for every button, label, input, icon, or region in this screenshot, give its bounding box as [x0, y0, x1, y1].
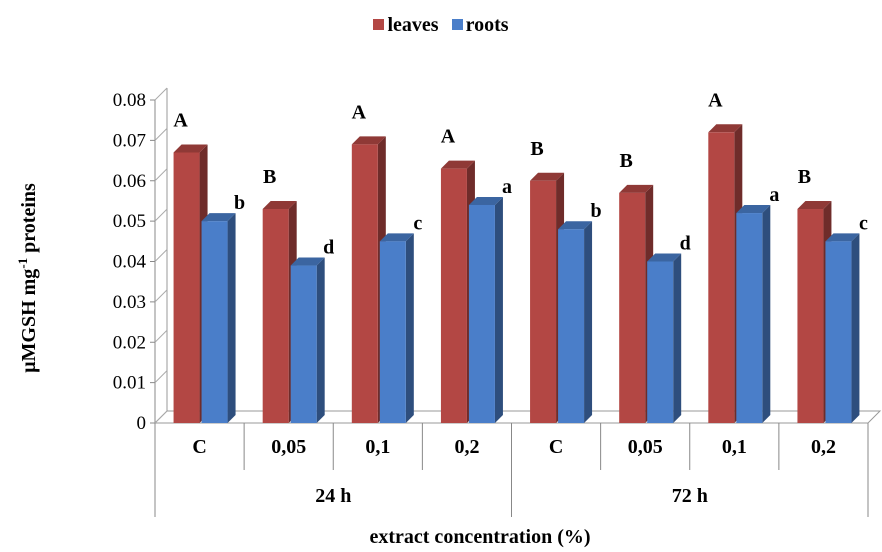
y-tick-label: 0: [137, 413, 147, 434]
significance-letter-leaves: A: [441, 126, 456, 148]
legend-item-leaves: leaves: [373, 14, 439, 37]
y-tick-label: 0.03: [113, 292, 146, 313]
x-tick-label: C: [549, 436, 563, 458]
y-tick-label: 0.04: [113, 252, 147, 273]
significance-letter-leaves: A: [173, 109, 188, 131]
bar-roots: [468, 204, 495, 423]
y-tick-label: 0.02: [113, 332, 146, 353]
bar-leaves: [440, 168, 467, 423]
bar-side-roots: [762, 205, 771, 423]
significance-letter-roots: b: [234, 192, 245, 214]
bar-roots: [201, 221, 228, 423]
significance-letter-roots: d: [680, 233, 691, 255]
significance-letter-roots: b: [591, 200, 602, 222]
bar-side-roots: [584, 221, 593, 423]
bar-top-roots: [736, 205, 771, 214]
bar-top-leaves: [351, 136, 386, 145]
y-tick-depth: [154, 249, 168, 262]
legend-swatch-roots: [451, 19, 463, 30]
y-tick-depth: [154, 289, 168, 303]
bar-side-roots: [405, 233, 414, 423]
bar-roots: [290, 265, 317, 423]
legend-swatch-leaves: [373, 19, 385, 30]
y-tick-depth: [154, 128, 168, 141]
legend-item-roots: roots: [451, 14, 509, 37]
x-group-label: 24 h: [315, 485, 351, 507]
bar-top-leaves: [708, 124, 743, 133]
y-tick-depth: [154, 410, 168, 424]
y-tick-depth: [154, 87, 168, 101]
bar-roots: [825, 241, 852, 423]
bar-roots: [736, 213, 763, 423]
bar-roots: [647, 261, 674, 423]
bar-top-leaves: [530, 172, 565, 181]
legend: leaves roots: [0, 14, 882, 37]
x-tick-label: 0,05: [628, 436, 663, 458]
bar-leaves: [351, 144, 378, 423]
bar-leaves: [530, 180, 557, 423]
bar-side-roots: [673, 253, 682, 423]
bar-top-leaves: [173, 144, 208, 153]
y-tick-label: 0.05: [113, 211, 146, 232]
x-tick-label: 0,2: [454, 436, 479, 458]
x-tick-label: 0,05: [271, 436, 306, 458]
y-tick-label: 0.07: [113, 130, 146, 151]
significance-letter-roots: d: [323, 237, 334, 259]
significance-letter-roots: c: [413, 212, 422, 234]
significance-letter-roots: a: [502, 176, 512, 198]
y-tick-depth: [154, 208, 168, 222]
bar-side-roots: [494, 196, 503, 423]
y-tick-depth: [154, 370, 168, 383]
x-tick-label: 0,1: [365, 436, 390, 458]
bar-leaves: [619, 192, 646, 423]
bar-top-roots: [379, 233, 414, 242]
bar-top-roots: [290, 257, 325, 266]
bar-roots: [379, 241, 406, 423]
significance-letter-leaves: B: [530, 138, 543, 160]
bar-side-roots: [316, 257, 325, 423]
significance-letter-roots: a: [769, 184, 779, 206]
bar-top-roots: [558, 221, 593, 230]
bar-top-leaves: [797, 201, 832, 210]
x-group-label: 72 h: [672, 485, 708, 507]
significance-letter-leaves: B: [798, 166, 811, 188]
bar-top-roots: [201, 213, 236, 222]
bar-leaves: [173, 152, 200, 424]
bar-top-roots: [468, 196, 503, 205]
bar-side-roots: [851, 233, 860, 423]
y-tick-label: 0.08: [113, 90, 146, 111]
x-axis-label: extract concentration (%): [369, 526, 590, 548]
bar-roots: [558, 229, 585, 423]
bar-top-roots: [647, 253, 682, 262]
bar-top-roots: [825, 233, 860, 242]
bar-top-leaves: [440, 160, 475, 169]
bar-side-roots: [227, 213, 236, 423]
bar-leaves: [262, 209, 289, 423]
bar-top-leaves: [619, 184, 654, 193]
significance-letter-roots: c: [859, 212, 868, 234]
y-tick-depth: [154, 168, 168, 182]
y-tick-label: 0.06: [113, 171, 146, 192]
x-tick-label: 0,1: [722, 436, 747, 458]
bar-leaves: [797, 209, 824, 423]
significance-letter-leaves: B: [620, 150, 633, 172]
significance-letter-leaves: B: [263, 166, 276, 188]
significance-letter-leaves: A: [352, 101, 367, 123]
x-tick-label: C: [192, 436, 206, 458]
bar-leaves: [708, 132, 735, 424]
y-tick-label: 0.01: [113, 373, 146, 394]
x-tick-label: 0,2: [811, 436, 836, 458]
legend-label-leaves: leaves: [387, 14, 439, 36]
legend-label-roots: roots: [465, 14, 509, 36]
significance-letter-leaves: A: [708, 89, 723, 111]
bar-top-leaves: [262, 201, 297, 210]
y-tick-depth: [154, 329, 168, 343]
